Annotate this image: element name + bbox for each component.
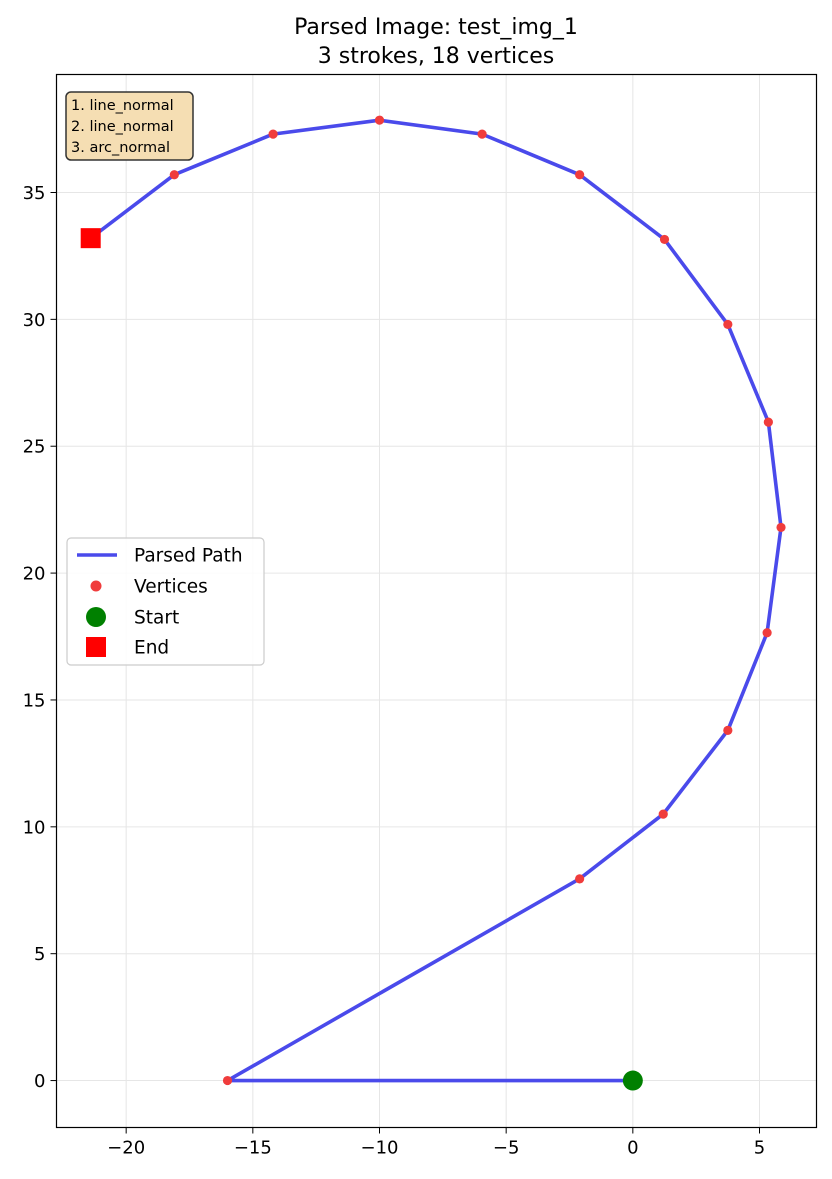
chart-subtitle: 3 strokes, 18 vertices <box>318 44 554 69</box>
y-tick-label: 25 <box>23 437 46 458</box>
legend-label: End <box>134 638 169 659</box>
legend-label: Vertices <box>134 577 208 598</box>
y-tick-label: 20 <box>23 564 46 585</box>
annotation-line: 2. line_normal <box>71 119 174 135</box>
legend-frame <box>66 537 265 666</box>
axis-ticks: −20 −15 −10 −5 0 5 0 5 10 15 20 25 30 35 <box>23 183 766 1159</box>
annotation-box <box>65 91 194 161</box>
axes-frame <box>55 73 818 1129</box>
y-tick-label: 15 <box>23 690 46 711</box>
y-tick-label: 0 <box>34 1071 45 1092</box>
end-marker <box>80 228 101 249</box>
x-tick-label: −15 <box>234 1138 272 1159</box>
vertex-point <box>659 234 670 245</box>
plot-area <box>80 115 786 1091</box>
start-marker <box>622 1070 643 1091</box>
chart-title: Parsed Image: test_img_1 <box>294 15 578 40</box>
legend-start-swatch <box>86 607 106 627</box>
x-tick-label: 5 <box>754 1138 765 1159</box>
x-tick-label: −10 <box>361 1138 399 1159</box>
vertex-point <box>723 319 733 330</box>
vertex-point <box>222 1075 233 1086</box>
vertex-point <box>268 129 278 139</box>
legend: Parsed Path Vertices Start End <box>66 537 265 666</box>
y-tick-label: 5 <box>34 944 45 965</box>
legend-label: Start <box>134 608 179 629</box>
legend-label: Parsed Path <box>134 546 243 567</box>
x-tick-label: 0 <box>627 1138 638 1159</box>
vertex-point <box>763 417 773 427</box>
annotation-line: 3. arc_normal <box>71 140 170 156</box>
vertex-point <box>762 628 772 638</box>
legend-vertices-swatch <box>90 580 102 592</box>
vertex-point <box>169 170 179 180</box>
vertex-point <box>374 115 385 125</box>
parsed-path-line <box>89 118 783 1083</box>
x-tick-label: −20 <box>107 1138 145 1159</box>
legend-end-swatch <box>86 637 106 657</box>
vertex-point <box>575 874 585 884</box>
y-tick-label: 30 <box>23 310 46 331</box>
vertex-point <box>477 129 487 139</box>
x-tick-label: −5 <box>493 1138 520 1159</box>
vertex-point <box>723 725 733 736</box>
vertex-point <box>776 522 786 533</box>
vertex-point <box>658 809 668 819</box>
y-tick-label: 35 <box>23 183 46 204</box>
annotation-line: 1. line_normal <box>71 98 174 114</box>
stroke-annotation-box: 1. line_normal 2. line_normal 3. arc_norma… <box>65 91 194 161</box>
y-tick-label: 10 <box>23 817 46 838</box>
vertex-point <box>575 170 585 180</box>
